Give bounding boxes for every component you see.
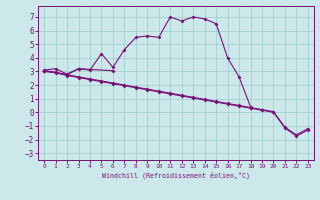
X-axis label: Windchill (Refroidissement éolien,°C): Windchill (Refroidissement éolien,°C) [102,171,250,179]
